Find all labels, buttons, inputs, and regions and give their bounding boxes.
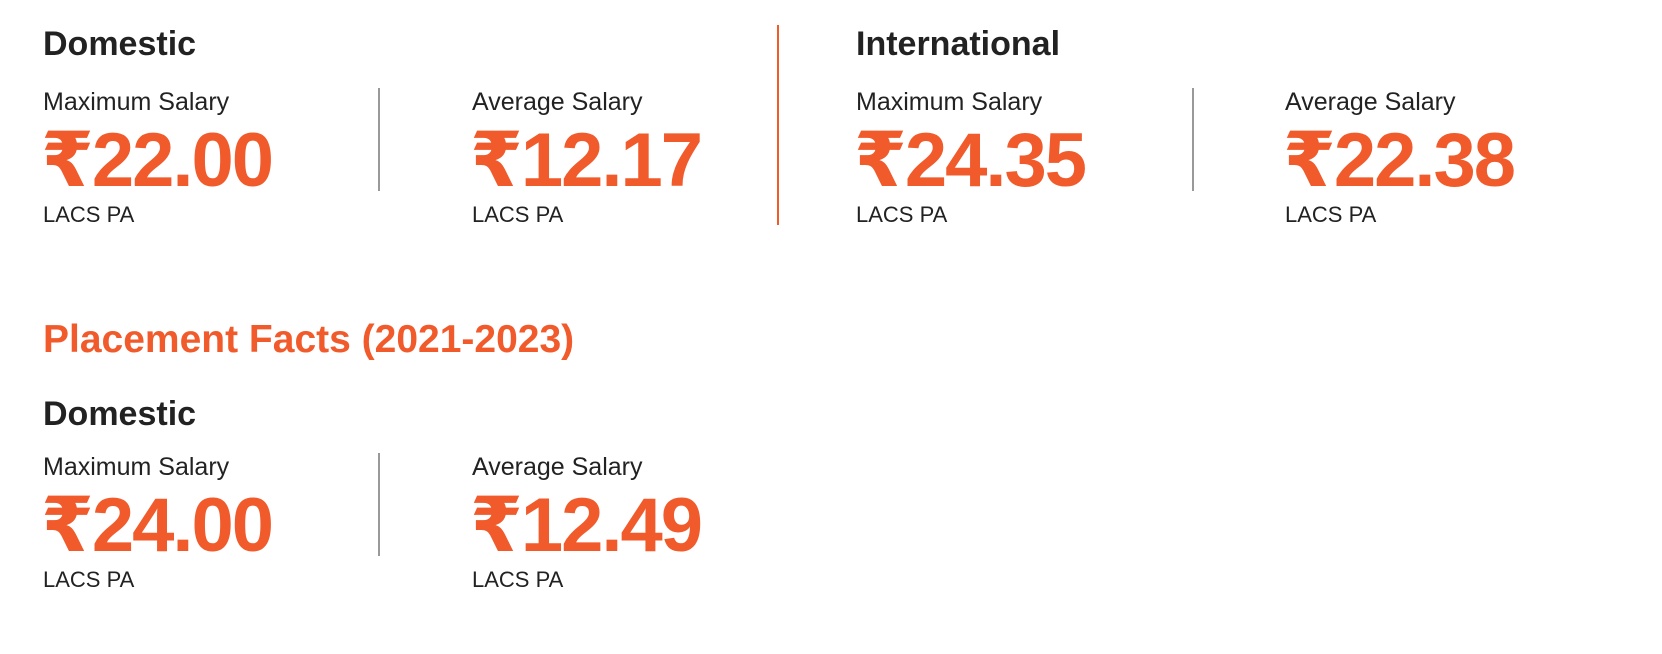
stat-label: Maximum Salary [43, 453, 230, 481]
stat-value: ₹22.38 [1283, 118, 1516, 203]
section-heading: Placement Facts (2021-2023) [43, 318, 575, 361]
stat-label: Maximum Salary [856, 88, 1043, 116]
stat-value: ₹24.35 [854, 118, 1087, 203]
stat-value: ₹22.00 [41, 118, 274, 203]
stat: Average Salary ₹12.49 LACS PA [470, 452, 772, 602]
stat: Maximum Salary ₹24.35 LACS PA [854, 87, 1156, 237]
stat-label: Average Salary [472, 88, 643, 116]
stat-unit: LACS PA [472, 567, 564, 592]
stat-label: Average Salary [472, 453, 643, 481]
group-title: International [856, 25, 1061, 63]
stat: Maximum Salary ₹24.00 LACS PA [41, 452, 343, 602]
stat: Maximum Salary ₹22.00 LACS PA [41, 87, 343, 237]
stat-unit: LACS PA [856, 202, 948, 227]
stat-value: ₹24.00 [41, 483, 274, 568]
stat-unit: LACS PA [472, 202, 564, 227]
stat: Average Salary ₹12.17 LACS PA [470, 87, 772, 237]
stat-unit: LACS PA [43, 567, 135, 592]
stat-divider [378, 88, 380, 191]
stat-value: ₹12.17 [470, 118, 703, 203]
stat-unit: LACS PA [1285, 202, 1377, 227]
stat-unit: LACS PA [43, 202, 135, 227]
group-title: Domestic [43, 395, 197, 433]
stat-value: ₹12.49 [470, 483, 703, 568]
stat: Average Salary ₹22.38 LACS PA [1283, 87, 1585, 237]
stat-divider [378, 453, 380, 556]
stat-label: Maximum Salary [43, 88, 230, 116]
stat-divider [1192, 88, 1194, 191]
section-divider [777, 25, 779, 225]
group-title: Domestic [43, 25, 197, 63]
stat-label: Average Salary [1285, 88, 1456, 116]
